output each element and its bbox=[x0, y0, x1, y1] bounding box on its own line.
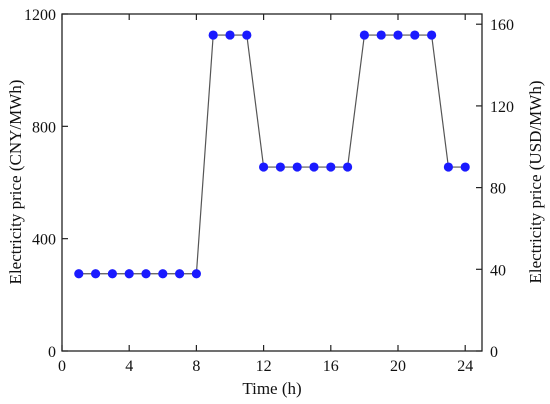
data-point bbox=[225, 30, 235, 40]
x-tick-label: 12 bbox=[256, 358, 272, 375]
y-axis-right-label: Electricity price (USD/MWh) bbox=[526, 81, 545, 284]
y-left-tick-label: 1200 bbox=[24, 7, 56, 24]
x-tick-label: 16 bbox=[323, 358, 339, 375]
data-point bbox=[443, 162, 453, 172]
y-axis-left-label: Electricity price (CNY/MWh) bbox=[6, 80, 25, 285]
y-right-tick-label: 120 bbox=[490, 99, 514, 116]
x-tick-label: 20 bbox=[390, 358, 406, 375]
x-tick-label: 4 bbox=[125, 358, 133, 375]
data-point bbox=[427, 30, 437, 40]
x-axis-label: Time (h) bbox=[242, 379, 301, 398]
x-axis: 0 4 8 12 16 20 24 bbox=[58, 14, 473, 375]
y-right-tick-label: 0 bbox=[490, 344, 498, 361]
data-point bbox=[359, 30, 369, 40]
y-right-tick-label: 40 bbox=[490, 262, 506, 279]
data-point bbox=[242, 30, 252, 40]
data-point bbox=[460, 162, 470, 172]
data-point bbox=[292, 162, 302, 172]
data-point bbox=[158, 269, 168, 279]
data-point bbox=[175, 269, 185, 279]
y-right-tick-label: 80 bbox=[490, 181, 506, 198]
series-line bbox=[78, 34, 466, 275]
data-point bbox=[141, 269, 151, 279]
data-point bbox=[343, 162, 353, 172]
data-point bbox=[208, 30, 218, 40]
series-polyline bbox=[78, 34, 466, 275]
data-point bbox=[191, 269, 201, 279]
data-point bbox=[275, 162, 285, 172]
plot-frame bbox=[61, 13, 483, 352]
series-points bbox=[74, 30, 470, 279]
data-point bbox=[393, 30, 403, 40]
data-point bbox=[326, 162, 336, 172]
x-tick-label: 8 bbox=[192, 358, 200, 375]
data-point bbox=[107, 269, 117, 279]
x-tick-label: 0 bbox=[58, 358, 66, 375]
data-point bbox=[376, 30, 386, 40]
data-point bbox=[124, 269, 134, 279]
data-point bbox=[309, 162, 319, 172]
data-point bbox=[91, 269, 101, 279]
y-right-tick-label: 160 bbox=[490, 17, 514, 34]
data-point bbox=[74, 269, 84, 279]
y-axis-left: 0 400 800 1200 bbox=[24, 7, 68, 361]
y-left-tick-label: 0 bbox=[48, 344, 56, 361]
data-point bbox=[410, 30, 420, 40]
y-left-tick-label: 800 bbox=[32, 119, 56, 136]
y-left-tick-label: 400 bbox=[32, 232, 56, 249]
y-axis-right: 0 40 80 120 160 bbox=[476, 17, 514, 361]
x-tick-label: 24 bbox=[457, 358, 473, 375]
data-point bbox=[259, 162, 269, 172]
